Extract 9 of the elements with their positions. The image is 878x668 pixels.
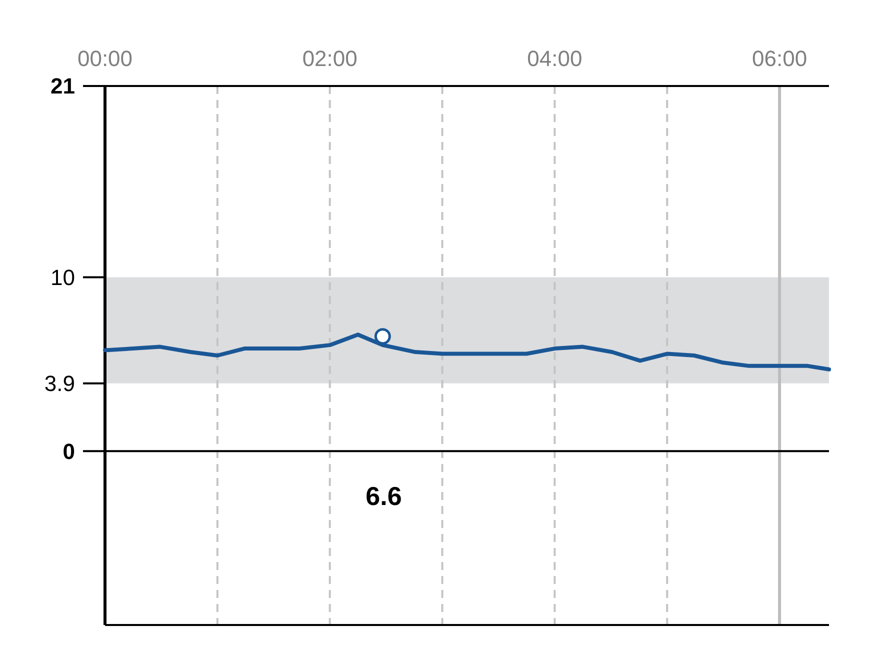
y-tick-label: 10 (50, 264, 75, 290)
x-tick-label: 02:00 (302, 46, 358, 71)
y-tick-label: 0 (62, 438, 75, 464)
y-tick-label: 21 (50, 74, 75, 99)
y-tick-label: 3.9 (44, 371, 75, 396)
x-tick-label: 00:00 (77, 46, 133, 71)
x-tick-label: 06:00 (752, 46, 808, 71)
x-tick-label: 04:00 (527, 46, 582, 71)
annotation: 6.6 (366, 481, 402, 512)
